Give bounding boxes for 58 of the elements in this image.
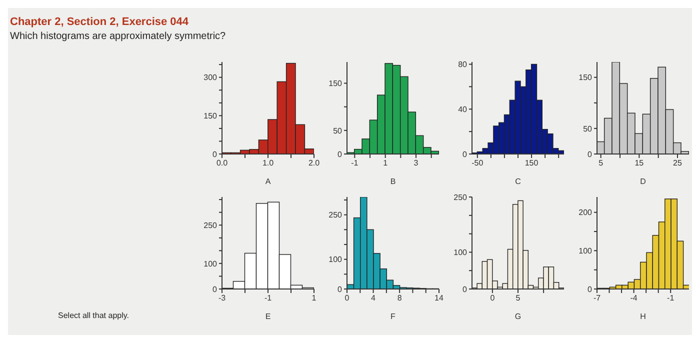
y-tick-label: 300 [204, 73, 218, 82]
x-tick-label: 25 [673, 158, 682, 168]
y-tick-label: 150 [328, 79, 343, 88]
x-axis-title: E [265, 312, 271, 321]
x-tick-label: -3 [218, 294, 226, 303]
x-axis-title: G [514, 312, 522, 321]
y-tick-label: 50 [583, 124, 593, 134]
y-tick-label: 0 [588, 284, 593, 294]
x-axis-title: B [390, 177, 396, 186]
y-tick-label: 0 [338, 284, 343, 294]
y-tick-label: 0 [462, 284, 468, 294]
x-tick-label: -1 [264, 294, 272, 303]
x-tick-label: 5 [516, 294, 521, 303]
x-tick-label: -1 [667, 294, 675, 303]
y-tick-label: 0 [588, 150, 593, 159]
text: Chapter 2, Section 2, Exercise 044 [10, 16, 189, 28]
x-tick-label: 150 [524, 158, 539, 168]
y-tick-label: 0 [212, 284, 218, 294]
x-tick-label: -4 [630, 294, 638, 303]
x-tick-label: -1 [351, 158, 359, 168]
x-axis-title: C [515, 177, 522, 186]
text: Which histograms are approximately symmetric? [10, 31, 226, 42]
y-tick-label: 150 [204, 112, 218, 121]
x-axis-title: A [265, 177, 272, 186]
y-tick-label: 100 [204, 259, 218, 268]
x-tick-label: 4 [371, 294, 376, 303]
y-tick-label: 80 [458, 60, 468, 70]
y-tick-label: 50 [333, 126, 343, 136]
x-tick-label: 0 [344, 294, 350, 303]
x-axis-title: F [390, 312, 396, 321]
x-tick-label: 5 [598, 158, 604, 168]
y-tick-label: 150 [578, 73, 593, 82]
y-tick-label: 100 [578, 246, 593, 256]
y-tick-label: 250 [204, 220, 218, 230]
x-tick-label: 2.0 [308, 158, 320, 168]
x-tick-label: 1.0 [262, 158, 274, 168]
x-tick-label: 0.0 [216, 158, 228, 168]
x-tick-label: 0 [490, 294, 496, 303]
y-tick-label: 0 [338, 150, 343, 159]
x-tick-label: 1 [312, 294, 317, 303]
y-tick-label: 200 [578, 208, 593, 218]
y-tick-label: 100 [328, 255, 343, 264]
y-tick-label: 100 [454, 248, 468, 258]
y-tick-label: 250 [454, 192, 468, 202]
y-tick-label: 0 [212, 150, 218, 159]
y-tick-label: 40 [458, 104, 468, 114]
x-tick-label: 8 [397, 294, 402, 303]
x-tick-label: -7 [593, 294, 602, 303]
y-tick-label: 250 [328, 210, 343, 220]
text: Select all that apply. [58, 311, 130, 320]
x-axis-title: D [640, 177, 646, 186]
x-axis-title: H [640, 312, 646, 321]
y-tick-label: 0 [462, 150, 468, 159]
x-tick-label: 3 [414, 158, 419, 168]
x-tick-label: 1 [383, 158, 388, 168]
x-tick-label: 14 [434, 294, 444, 303]
x-tick-label: -50 [472, 158, 484, 168]
x-tick-label: 15 [634, 158, 644, 168]
